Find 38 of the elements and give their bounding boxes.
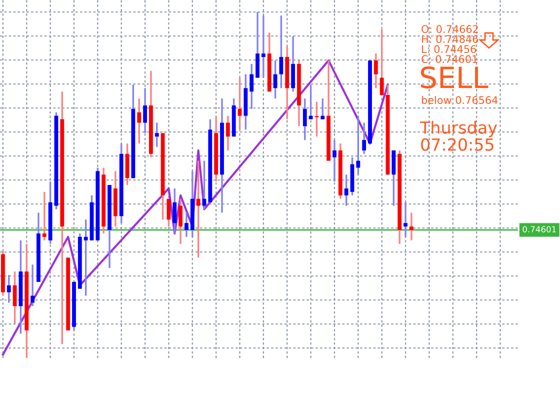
candlestick	[42, 191, 46, 242]
candlestick	[308, 84, 313, 120]
candlestick	[374, 52, 378, 89]
text: C: 0.74601	[422, 55, 478, 64]
candlestick	[279, 14, 284, 89]
candlestick	[202, 160, 206, 210]
candlestick	[404, 201, 408, 238]
candlestick	[137, 98, 142, 144]
candlestick	[250, 63, 254, 110]
candlestick	[320, 98, 325, 120]
text: L: 0.74456	[422, 45, 476, 54]
candlestick	[178, 198, 183, 245]
candlestick	[12, 270, 17, 324]
candlestick	[196, 160, 200, 258]
candlestick	[226, 114, 230, 152]
text: SELL	[420, 66, 488, 88]
text: 0.74601	[522, 226, 556, 232]
candlestick	[344, 174, 348, 207]
candlestick	[261, 14, 266, 79]
candlestick	[332, 139, 336, 182]
candlestick	[302, 98, 307, 141]
candlestick	[143, 87, 147, 134]
candlestick	[30, 264, 35, 307]
text: O: 0.74662	[422, 25, 478, 34]
candlestick	[362, 122, 366, 155]
candlestick	[356, 114, 360, 176]
text: below 0.76564	[422, 96, 498, 104]
candlestick	[184, 212, 188, 238]
candlestick	[409, 212, 414, 242]
text: 07:20:55	[421, 138, 494, 151]
candlestick	[154, 122, 159, 148]
candlestick	[380, 28, 384, 96]
candlestick	[238, 76, 242, 130]
candlestick	[84, 218, 88, 297]
candlestick	[6, 274, 11, 304]
text: Thursday	[420, 120, 497, 138]
text: H: 0.74846	[422, 35, 478, 44]
candlestick	[172, 188, 177, 234]
